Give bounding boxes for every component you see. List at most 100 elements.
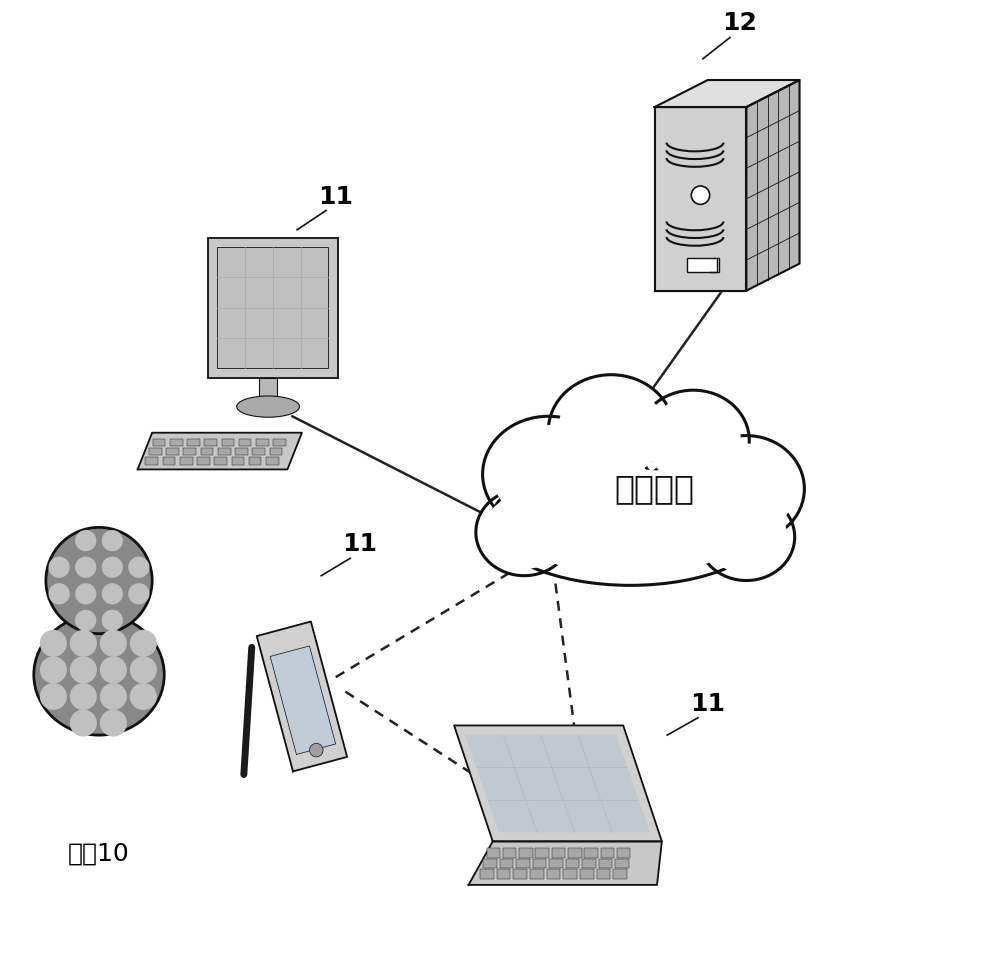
Bar bbox=[487, 848, 500, 858]
Bar bbox=[145, 457, 158, 465]
Bar bbox=[266, 457, 279, 465]
Text: 用户10: 用户10 bbox=[68, 841, 130, 866]
Ellipse shape bbox=[688, 435, 804, 542]
Ellipse shape bbox=[637, 390, 749, 491]
Bar bbox=[563, 870, 577, 879]
Bar bbox=[617, 848, 630, 858]
Bar bbox=[533, 859, 546, 869]
Circle shape bbox=[310, 744, 323, 757]
Bar bbox=[687, 258, 719, 272]
Bar bbox=[500, 859, 513, 869]
Bar bbox=[197, 457, 210, 465]
Bar bbox=[568, 848, 582, 858]
Circle shape bbox=[102, 584, 123, 604]
Text: 通信网络: 通信网络 bbox=[615, 472, 695, 506]
Bar bbox=[516, 859, 530, 869]
Bar bbox=[547, 870, 560, 879]
Bar bbox=[580, 870, 594, 879]
Bar bbox=[163, 457, 175, 465]
Bar bbox=[239, 439, 251, 446]
Circle shape bbox=[100, 657, 127, 683]
Ellipse shape bbox=[492, 425, 604, 523]
Bar bbox=[187, 439, 200, 446]
Bar bbox=[597, 870, 610, 879]
Ellipse shape bbox=[34, 614, 164, 735]
Circle shape bbox=[691, 186, 710, 204]
Bar bbox=[552, 848, 565, 858]
Bar bbox=[584, 848, 598, 858]
Circle shape bbox=[49, 584, 70, 604]
Circle shape bbox=[130, 630, 157, 657]
Bar bbox=[214, 457, 227, 465]
Bar bbox=[256, 439, 269, 446]
Text: 11: 11 bbox=[318, 184, 353, 209]
Bar bbox=[566, 859, 579, 869]
Circle shape bbox=[75, 530, 96, 551]
Bar bbox=[513, 870, 527, 879]
Circle shape bbox=[75, 584, 96, 604]
Polygon shape bbox=[257, 622, 347, 771]
Ellipse shape bbox=[558, 384, 664, 478]
Polygon shape bbox=[138, 432, 302, 469]
Circle shape bbox=[100, 710, 127, 737]
Circle shape bbox=[75, 556, 96, 578]
Bar bbox=[582, 859, 596, 869]
Polygon shape bbox=[270, 646, 336, 754]
Circle shape bbox=[70, 630, 97, 657]
Ellipse shape bbox=[476, 489, 572, 576]
Bar bbox=[270, 448, 282, 456]
Circle shape bbox=[40, 683, 67, 710]
Circle shape bbox=[128, 584, 150, 604]
Bar bbox=[601, 848, 614, 858]
Bar bbox=[218, 448, 231, 456]
Text: 12: 12 bbox=[722, 11, 757, 34]
Bar bbox=[497, 870, 510, 879]
Circle shape bbox=[70, 683, 97, 710]
Bar bbox=[519, 848, 533, 858]
Ellipse shape bbox=[698, 494, 795, 581]
Circle shape bbox=[100, 630, 127, 657]
Circle shape bbox=[40, 630, 67, 657]
Circle shape bbox=[70, 710, 97, 737]
Text: 11: 11 bbox=[690, 692, 725, 715]
Ellipse shape bbox=[511, 469, 750, 576]
Bar bbox=[599, 859, 612, 869]
Ellipse shape bbox=[237, 396, 300, 417]
Bar bbox=[232, 457, 244, 465]
Bar bbox=[149, 448, 162, 456]
Ellipse shape bbox=[697, 443, 796, 534]
Bar bbox=[483, 859, 497, 869]
Bar bbox=[535, 848, 549, 858]
Polygon shape bbox=[454, 725, 662, 841]
Bar bbox=[153, 439, 165, 446]
Polygon shape bbox=[466, 735, 649, 832]
Circle shape bbox=[40, 657, 67, 683]
Circle shape bbox=[102, 610, 123, 631]
Polygon shape bbox=[469, 841, 662, 885]
Bar bbox=[503, 848, 516, 858]
Bar bbox=[183, 448, 196, 456]
Circle shape bbox=[128, 556, 150, 578]
Circle shape bbox=[70, 657, 97, 683]
Bar bbox=[180, 457, 193, 465]
Polygon shape bbox=[746, 80, 800, 291]
Circle shape bbox=[100, 683, 127, 710]
Bar bbox=[235, 448, 248, 456]
Bar bbox=[222, 439, 234, 446]
Bar bbox=[613, 870, 627, 879]
Bar bbox=[480, 870, 494, 879]
Circle shape bbox=[130, 683, 157, 710]
Polygon shape bbox=[655, 107, 746, 291]
Ellipse shape bbox=[705, 500, 787, 574]
Bar bbox=[166, 448, 179, 456]
Bar bbox=[170, 439, 183, 446]
Ellipse shape bbox=[483, 416, 614, 532]
Ellipse shape bbox=[548, 375, 674, 487]
Bar bbox=[530, 870, 544, 879]
Ellipse shape bbox=[483, 495, 565, 569]
Bar bbox=[204, 439, 217, 446]
Ellipse shape bbox=[646, 397, 741, 483]
Circle shape bbox=[46, 527, 152, 633]
Bar bbox=[249, 457, 261, 465]
Circle shape bbox=[130, 657, 157, 683]
